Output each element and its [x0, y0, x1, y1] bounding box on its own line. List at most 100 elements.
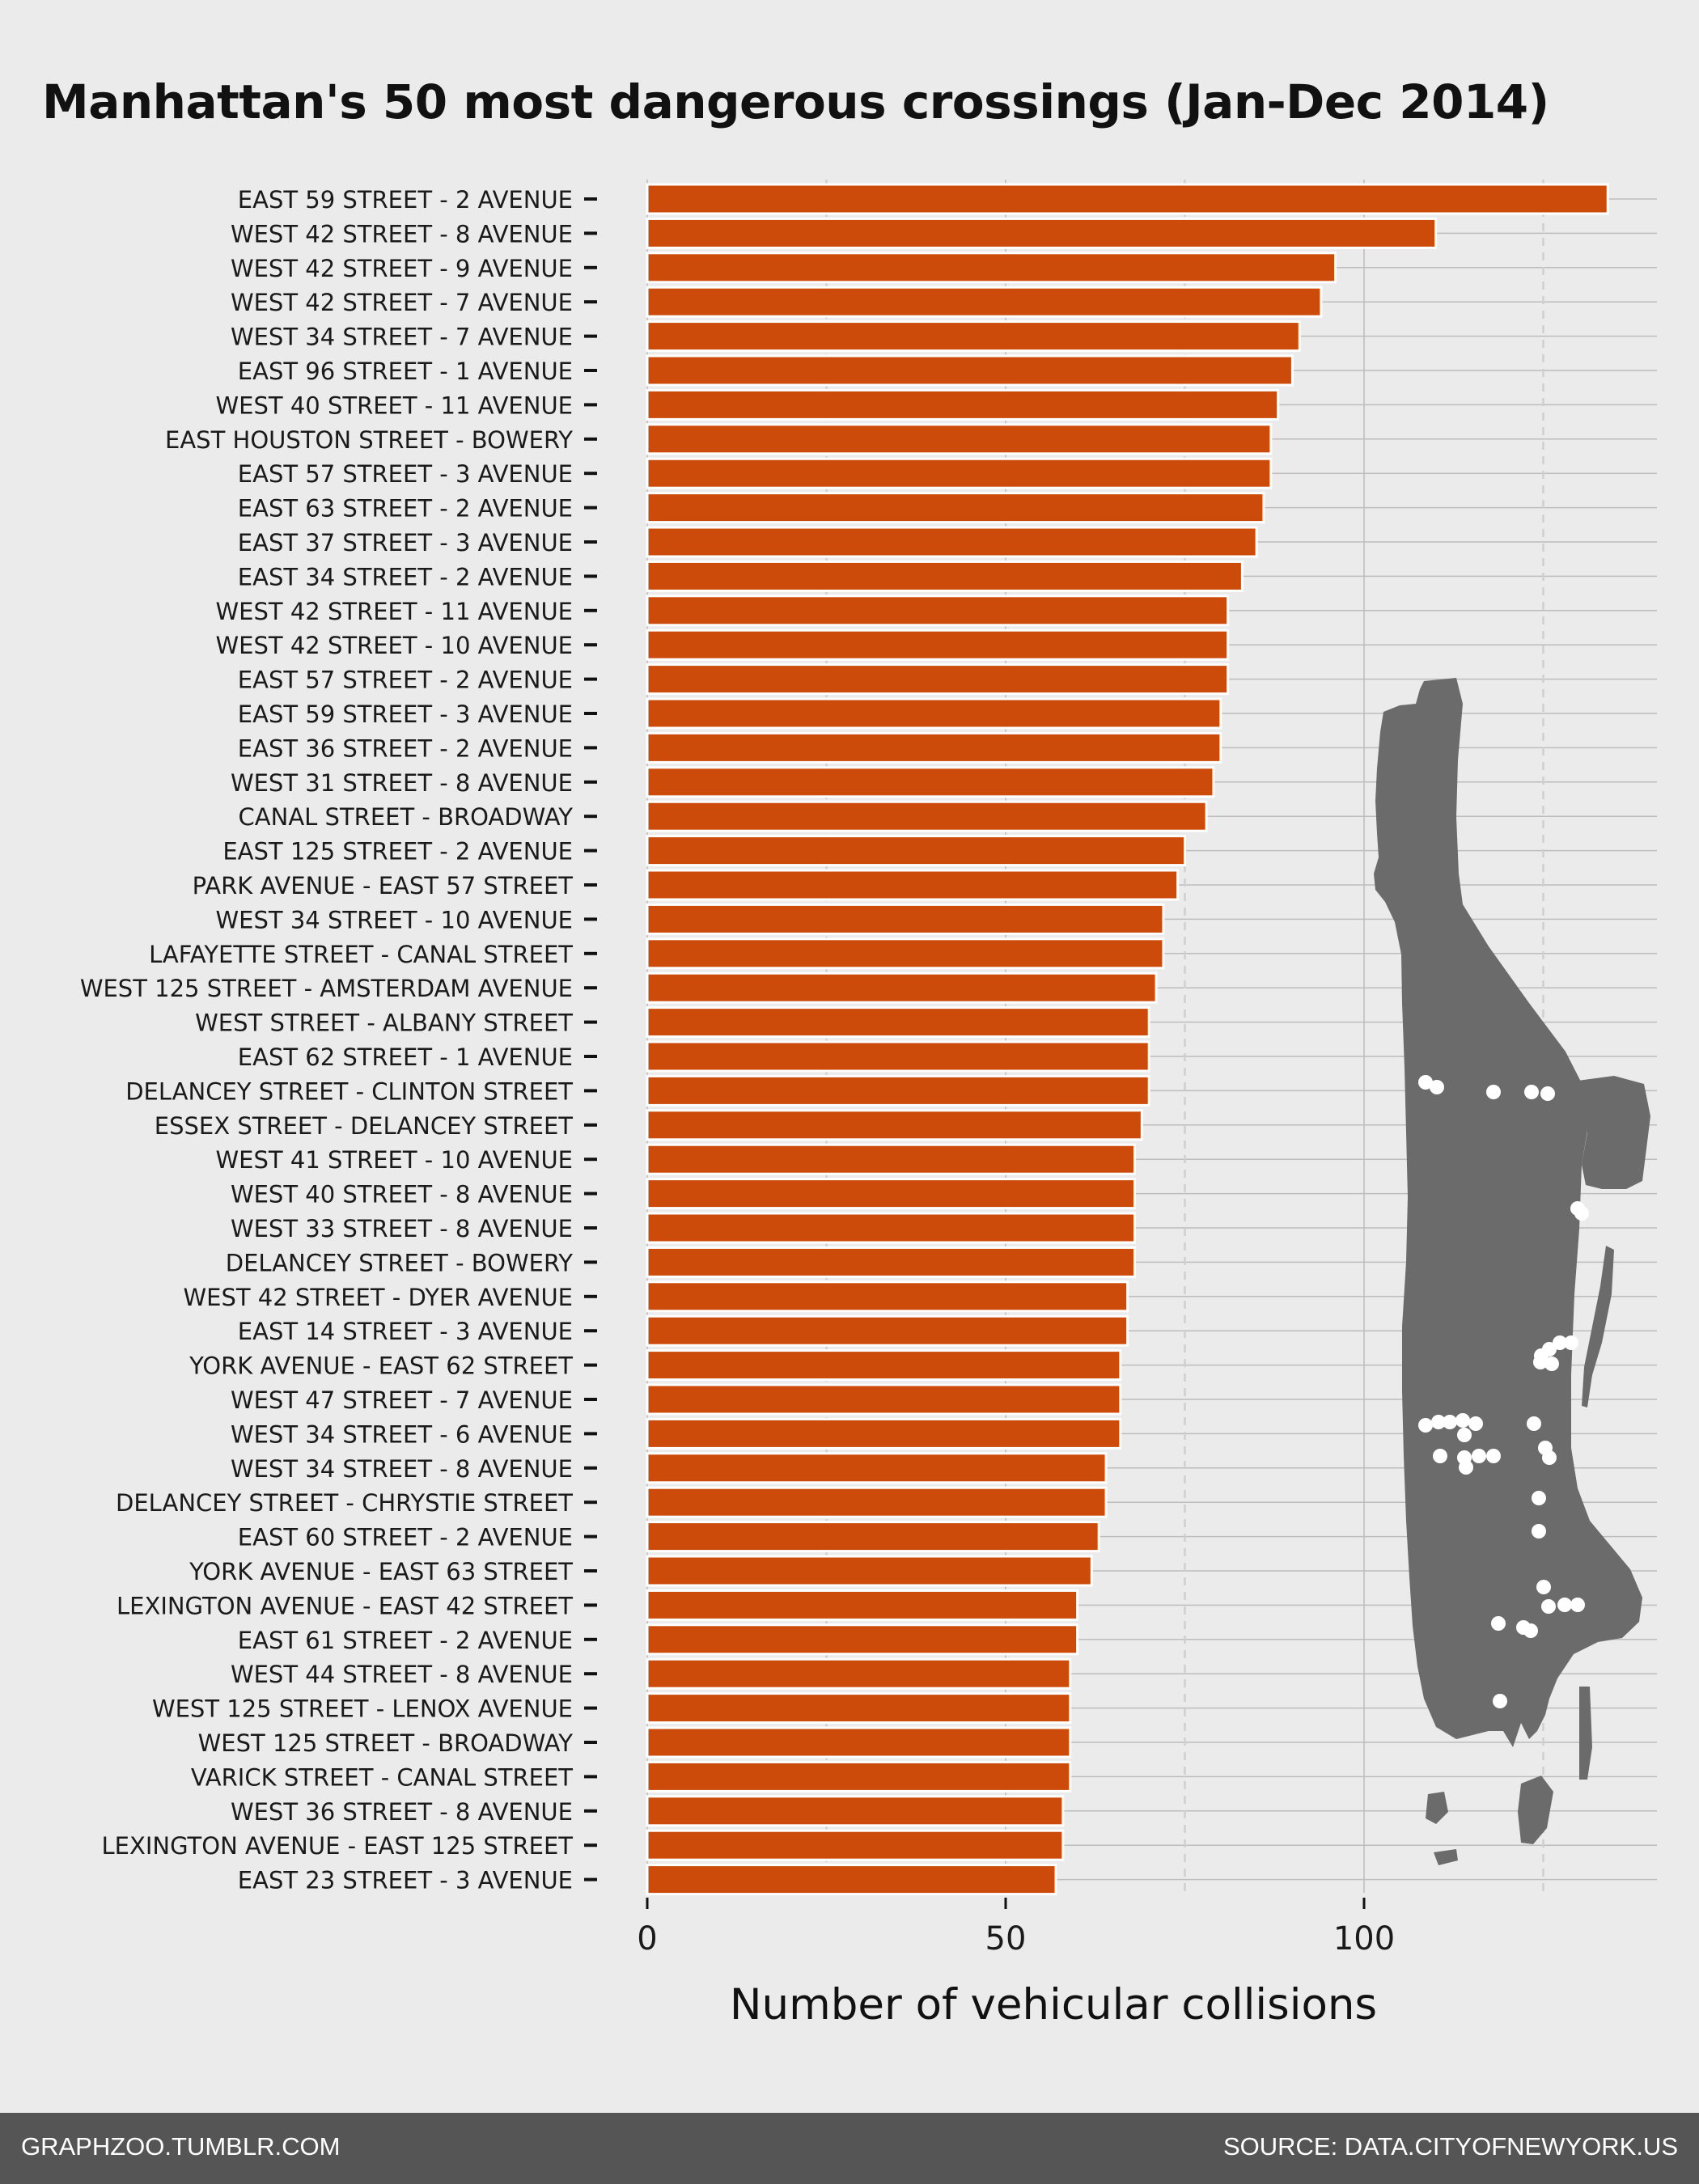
x-tick-label: 50 — [985, 1920, 1027, 1958]
bar — [646, 697, 1222, 730]
category-label: WEST 40 STREET - 8 AVENUE — [231, 1181, 573, 1208]
crossing-dot — [1541, 1599, 1556, 1614]
category-label: CANAL STREET - BROADWAY — [239, 803, 574, 831]
category-label: EAST 57 STREET - 2 AVENUE — [238, 667, 573, 694]
category-label: EAST 63 STREET - 2 AVENUE — [238, 495, 573, 523]
crossing-dot — [1570, 1598, 1585, 1612]
category-label: WEST 36 STREET - 8 AVENUE — [231, 1798, 573, 1826]
bar — [646, 1074, 1150, 1107]
bar — [646, 1829, 1065, 1861]
bar — [646, 1178, 1136, 1210]
category-label: WEST 34 STREET - 8 AVENUE — [231, 1455, 573, 1483]
crossing-dot — [1532, 1524, 1546, 1539]
bar — [646, 1521, 1100, 1553]
east-river-pier — [1579, 1687, 1592, 1780]
crossing-dot — [1574, 1206, 1589, 1221]
category-label: WEST 42 STREET - 8 AVENUE — [231, 220, 573, 248]
category-label: WEST 31 STREET - 8 AVENUE — [231, 769, 573, 797]
bar — [646, 1555, 1093, 1587]
category-label: WEST 34 STREET - 10 AVENUE — [216, 906, 574, 933]
crossing-dot — [1431, 1415, 1446, 1429]
bar — [646, 903, 1165, 935]
category-label: EAST 36 STREET - 2 AVENUE — [238, 734, 573, 762]
crossing-dot — [1472, 1449, 1486, 1463]
bar — [646, 1040, 1150, 1073]
category-label: LEXINGTON AVENUE - EAST 125 STREET — [102, 1832, 574, 1860]
bar — [646, 320, 1301, 353]
bar — [646, 252, 1337, 284]
bar — [646, 869, 1180, 901]
bar — [646, 354, 1294, 387]
category-label: WEST 34 STREET - 6 AVENUE — [231, 1420, 573, 1448]
bar — [646, 1864, 1057, 1896]
crossing-dot — [1468, 1416, 1483, 1431]
category-label: DELANCEY STREET - CHRYSTIE STREET — [116, 1489, 573, 1517]
bar — [646, 800, 1208, 832]
bar — [646, 1109, 1143, 1141]
crossing-dot — [1544, 1357, 1559, 1371]
bar-chart: EAST 59 STREET - 2 AVENUE WEST 42 STREET … — [80, 180, 1657, 2030]
bar — [646, 1760, 1072, 1792]
crossing-dot — [1455, 1413, 1470, 1428]
category-label: WEST 34 STREET - 7 AVENUE — [231, 324, 573, 351]
bar — [646, 1452, 1108, 1484]
category-label: EAST 96 STREET - 1 AVENUE — [238, 358, 573, 385]
bar — [646, 423, 1273, 455]
bar — [646, 1383, 1122, 1416]
crossing-dot — [1533, 1355, 1548, 1369]
category-label: LAFAYETTE STREET - CANAL STREET — [149, 941, 573, 968]
footer-credit: GRAPHZOO.TUMBLR.COM — [21, 2132, 341, 2161]
footer-bar: GRAPHZOO.TUMBLR.COM SOURCE: DATA.CITYOFN… — [0, 2113, 1699, 2184]
category-label: WEST 41 STREET - 10 AVENUE — [216, 1146, 574, 1174]
crossing-dot — [1557, 1598, 1572, 1612]
bar — [646, 560, 1244, 592]
category-label: WEST 40 STREET - 11 AVENUE — [216, 392, 574, 419]
bar — [646, 1795, 1065, 1827]
crossing-dot — [1418, 1418, 1433, 1433]
category-label: WEST 42 STREET - 9 AVENUE — [231, 255, 573, 282]
category-label: WEST 42 STREET - 7 AVENUE — [231, 289, 573, 316]
category-label: DELANCEY STREET - BOWERY — [226, 1249, 574, 1276]
crossing-dot — [1553, 1335, 1567, 1350]
bar — [646, 938, 1165, 970]
bar — [646, 971, 1158, 1004]
bar — [646, 1349, 1122, 1382]
bar — [646, 1657, 1072, 1690]
bar — [646, 1143, 1136, 1175]
bar — [646, 835, 1186, 867]
manhattan-map-inset — [1374, 678, 1650, 1865]
bar — [646, 629, 1230, 661]
category-label: EAST 61 STREET - 2 AVENUE — [238, 1627, 573, 1654]
category-label: EAST 60 STREET - 2 AVENUE — [238, 1524, 573, 1551]
category-label: EAST 34 STREET - 2 AVENUE — [238, 563, 573, 590]
randalls-island — [1578, 1076, 1650, 1189]
bar — [646, 388, 1280, 421]
bar — [646, 1212, 1136, 1244]
category-label: PARK AVENUE - EAST 57 STREET — [193, 872, 574, 899]
crossing-dot — [1491, 1616, 1506, 1631]
crossing-dot — [1527, 1416, 1541, 1431]
roosevelt-island — [1582, 1246, 1614, 1407]
bar — [646, 492, 1265, 524]
bar — [646, 1006, 1150, 1039]
chart-title: Manhattan's 50 most dangerous crossings … — [42, 74, 1549, 129]
crossing-dot — [1532, 1491, 1546, 1505]
x-tick-label: 0 — [637, 1920, 657, 1958]
crossing-dot — [1433, 1449, 1447, 1463]
crossing-dot — [1540, 1086, 1555, 1101]
crossing-dot — [1459, 1460, 1473, 1475]
crossing-dot — [1493, 1694, 1507, 1708]
category-label: EAST 59 STREET - 3 AVENUE — [238, 700, 573, 728]
crossing-dot — [1486, 1085, 1501, 1099]
bar — [646, 1314, 1129, 1347]
category-label: LEXINGTON AVENUE - EAST 42 STREET — [117, 1592, 573, 1619]
category-label: EAST 23 STREET - 3 AVENUE — [238, 1867, 573, 1894]
category-label: WEST 42 STREET - 11 AVENUE — [216, 598, 574, 625]
crossing-dot — [1536, 1580, 1551, 1594]
bar — [646, 663, 1230, 696]
manhattan-landmass — [1374, 678, 1642, 1747]
bar — [646, 1417, 1122, 1450]
crossing-dots — [1418, 1075, 1589, 1708]
bar — [646, 1692, 1072, 1725]
ellis-island — [1434, 1849, 1458, 1865]
